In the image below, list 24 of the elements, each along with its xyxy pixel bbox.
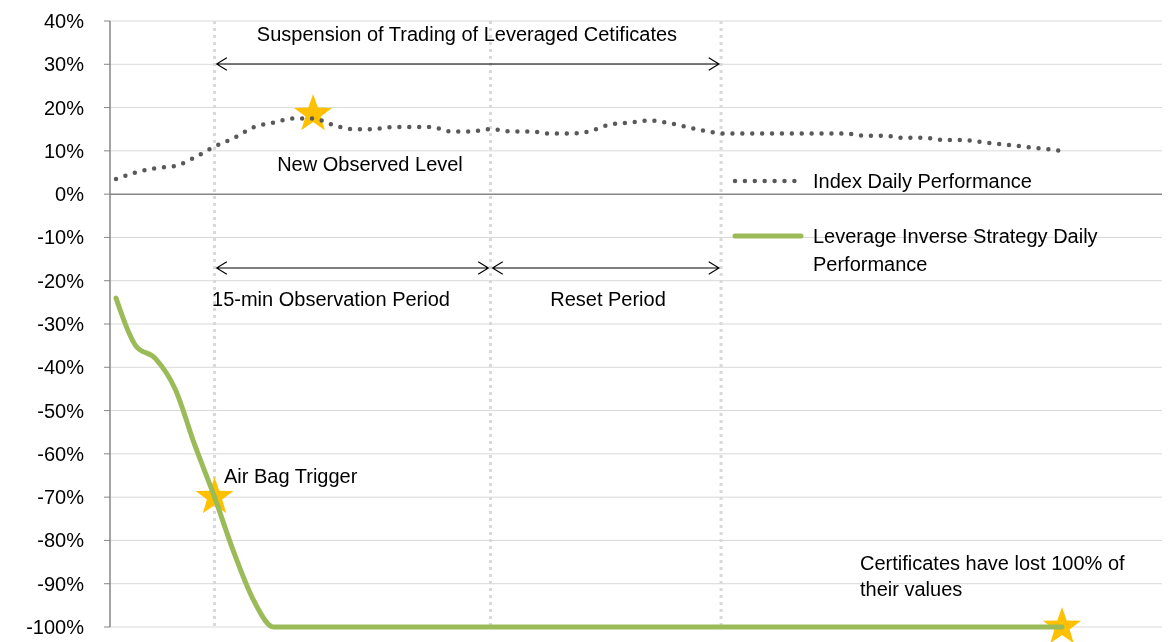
annotation: Reset Period: [550, 288, 666, 310]
y-tick-label: 40%: [43, 10, 85, 32]
annotation: Certificates have lost 100% of their values: [860, 552, 1126, 600]
y-tick-label: 20%: [43, 96, 85, 119]
annotation: 15-min Observation Period: [212, 288, 450, 310]
y-tick-label: -80%: [37, 529, 85, 552]
legend-label: Leverage Inverse Strategy Daily Performance: [813, 225, 1098, 275]
y-tick-label: -10%: [37, 226, 85, 249]
y-tick-label: -60%: [37, 442, 85, 465]
point: [294, 94, 333, 131]
y-tick-label: -50%: [37, 399, 85, 422]
y-tick-label: -40%: [37, 356, 85, 379]
y-tick-label: -90%: [37, 572, 85, 595]
y-tick-label: 30%: [43, 53, 85, 76]
annotation: New Observed Level: [277, 153, 463, 175]
y-tick-label: -100%: [26, 616, 85, 638]
y-tick-label: 0%: [55, 183, 85, 206]
y-tick-label: -70%: [37, 486, 85, 509]
annotation: Air Bag Trigger: [224, 465, 358, 487]
y-tick-label: -20%: [37, 269, 85, 292]
y-tick-label: 10%: [43, 139, 85, 162]
y-tick-label: -30%: [37, 313, 85, 335]
annotation: Suspension of Trading of Leveraged Cetificates: [256, 23, 678, 45]
legend-label: Index Daily Performance: [813, 170, 1032, 192]
